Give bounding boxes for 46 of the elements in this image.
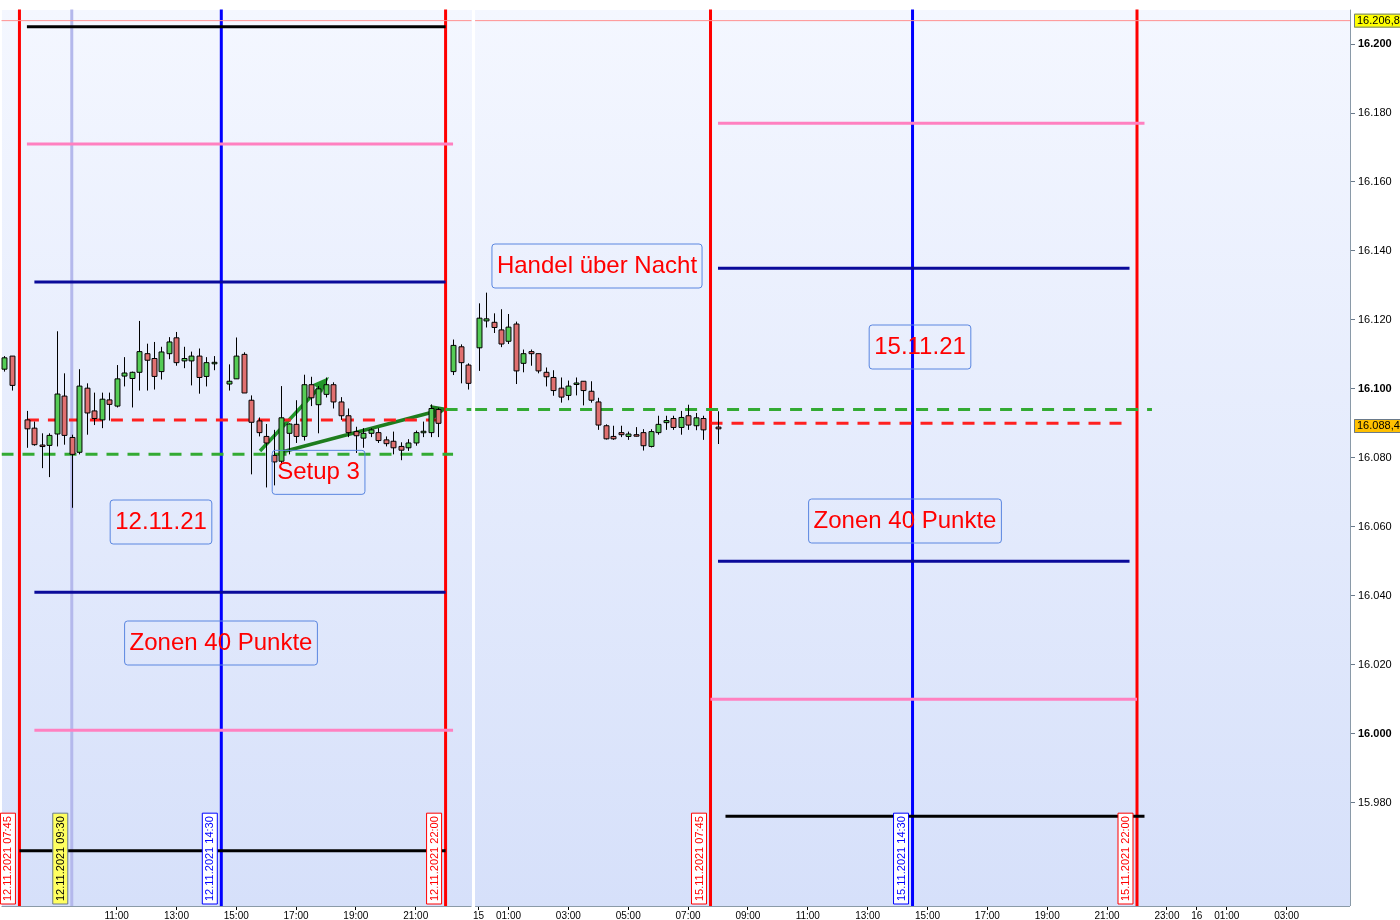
- x-tick-label: 07:00: [675, 909, 702, 920]
- y-tick-label: 16.020: [1358, 657, 1392, 670]
- x-tick-label: 11:00: [104, 909, 130, 920]
- ref-line-label: 15.11.2021 07:45: [692, 816, 705, 901]
- x-tick-label: 17:00: [974, 909, 1001, 920]
- y-tick-label: 16.000: [1358, 726, 1392, 739]
- x-tick-label: 05:00: [615, 909, 642, 920]
- y-tick-label: 16.120: [1358, 312, 1392, 325]
- x-tick-label: 03:00: [1274, 909, 1300, 920]
- ref-line-label: 15.11.2021 22:00: [1119, 816, 1132, 901]
- y-tick-label: 16.200: [1358, 37, 1392, 50]
- x-tick-label: 23:00: [1154, 909, 1180, 920]
- x-tick-label: 19:00: [1034, 909, 1061, 920]
- x-tick-label: 13:00: [855, 909, 881, 920]
- y-tick-label: 16.160: [1358, 175, 1392, 188]
- y-tick-label: 16.140: [1358, 243, 1392, 256]
- ref-line-label: 12.11.2021 22:00: [427, 816, 440, 901]
- y-tick-label: 16.080: [1358, 450, 1392, 463]
- x-tick-label: 19:00: [343, 909, 369, 920]
- x-tick-label: 15: [473, 909, 485, 920]
- x-tick-label: 01:00: [495, 909, 522, 920]
- x-tick-label: 15:00: [914, 909, 941, 920]
- x-tick-label: 21:00: [1094, 909, 1121, 920]
- ref-line-label: 12.11.2021 14:30: [203, 816, 216, 901]
- y-tick-label: 16.040: [1358, 588, 1392, 601]
- annotation: Handel über Nacht: [496, 250, 698, 278]
- y-tick-label: 16.180: [1358, 106, 1392, 119]
- ref-line-label: 12.11.2021 07:45: [1, 816, 14, 901]
- x-tick-label: 17:00: [283, 909, 310, 920]
- y-tick-label: 16.100: [1358, 381, 1392, 394]
- x-tick-label: 03:00: [555, 909, 582, 920]
- x-tick-label: 21:00: [403, 909, 429, 920]
- x-tick-label: 09:00: [735, 909, 761, 920]
- annotation: Setup 3: [277, 456, 360, 484]
- x-tick-label: 15:00: [223, 909, 250, 920]
- y-tick-label: 16.060: [1358, 519, 1392, 532]
- y-tick-label: 15.980: [1358, 795, 1392, 808]
- ref-line-label: 12.11.2021 09:30: [53, 816, 66, 901]
- x-tick-label: 16: [1191, 909, 1203, 920]
- annotation: 12.11.21: [115, 506, 207, 534]
- x-tick-label: 01:00: [1214, 909, 1240, 920]
- x-tick-label: 13:00: [163, 909, 190, 920]
- text: 16.088,4: [1357, 419, 1400, 432]
- x-tick-label: 11:00: [795, 909, 821, 920]
- ref-line-label: 16.206,8: [1357, 13, 1400, 26]
- ref-line-label: 15.11.2021 14:30: [894, 816, 907, 901]
